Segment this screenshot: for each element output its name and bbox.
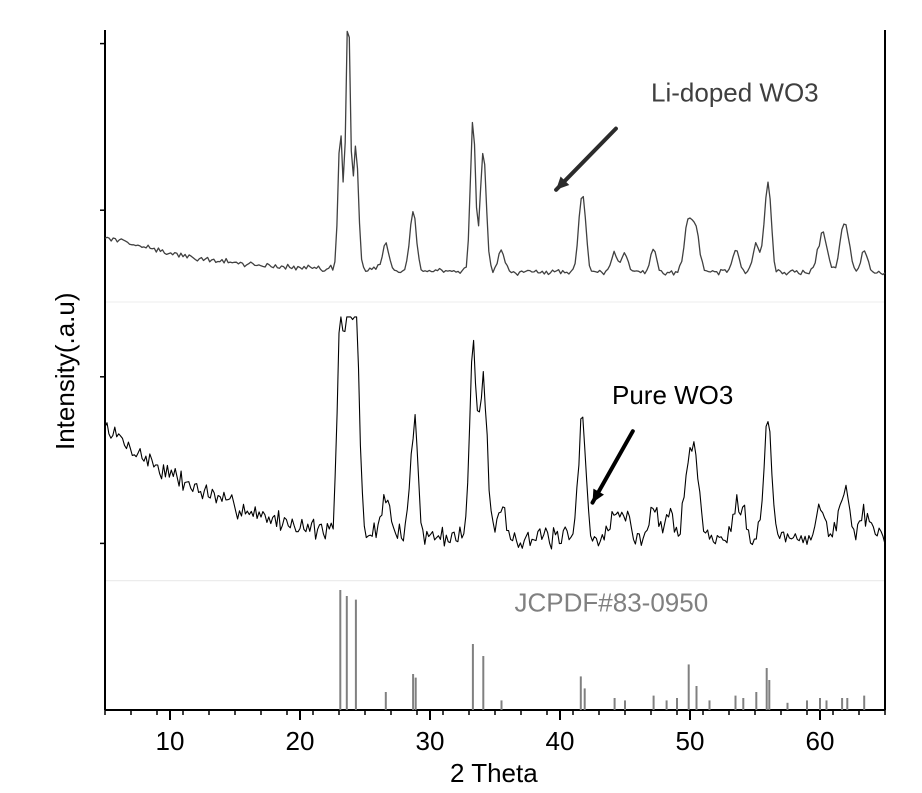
- xrd-figure: 10 20 30 40 50 60 Li-doped WO3 Pure WO3 JCPDF#83…: [0, 0, 922, 793]
- x-axis-label: 2 Theta: [450, 758, 538, 789]
- annotation-li-doped: Li-doped WO3: [651, 77, 819, 107]
- annotation-jcpdf: JCPDF#83-0950: [515, 587, 709, 617]
- svg-text:20: 20: [286, 726, 315, 756]
- svg-text:50: 50: [676, 726, 705, 756]
- svg-text:30: 30: [416, 726, 445, 756]
- annotation-pure: Pure WO3: [612, 380, 733, 410]
- svg-text:40: 40: [546, 726, 575, 756]
- y-axis-label: Intensity(.a.u): [50, 292, 81, 450]
- svg-text:10: 10: [156, 726, 185, 756]
- svg-text:60: 60: [806, 726, 835, 756]
- xrd-plot-svg: 10 20 30 40 50 60 Li-doped WO3 Pure WO3 JCPDF#83…: [0, 0, 922, 793]
